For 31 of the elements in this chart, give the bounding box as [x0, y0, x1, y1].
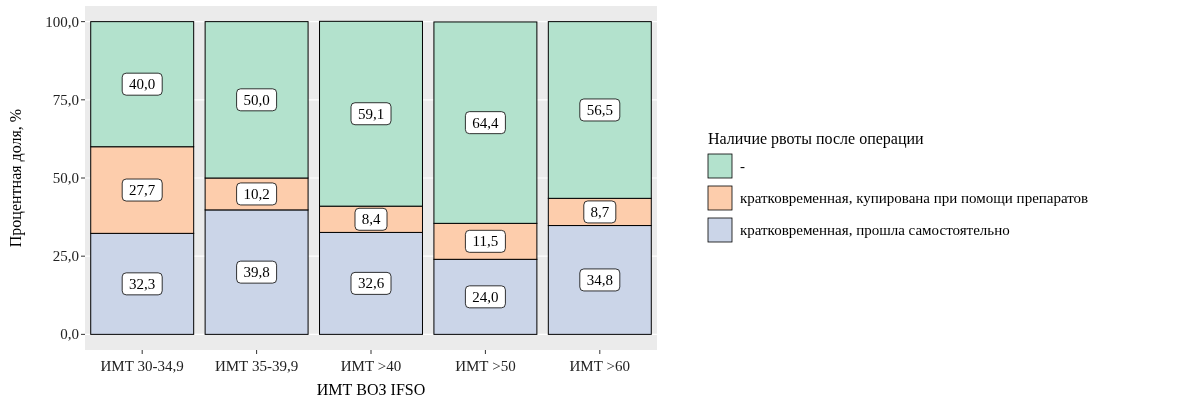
data-label: 56,5	[586, 101, 613, 118]
x-tick-label: ИМТ 30-34,9	[100, 358, 184, 374]
data-label: 8,4	[361, 211, 381, 228]
y-tick-label: 100,0	[45, 13, 79, 30]
data-label: 39,8	[243, 264, 270, 281]
data-label: 64,4	[472, 114, 500, 131]
data-label: 27,7	[129, 182, 156, 199]
x-axis-title: ИМТ ВОЗ IFSO	[316, 381, 426, 398]
x-tick-label: ИМТ >40	[340, 358, 402, 374]
data-label: 34,8	[586, 271, 613, 288]
data-label: 32,6	[357, 275, 385, 292]
legend-title: Наличие рвоты после операции	[708, 130, 925, 148]
data-label: 59,1	[357, 105, 385, 122]
legend-label: кратковременная, купирована при помощи препаратов	[740, 190, 1089, 206]
data-label: 10,2	[243, 185, 270, 202]
data-label: 32,3	[129, 275, 156, 292]
data-label: 24,0	[472, 288, 499, 305]
legend-label: -	[740, 158, 745, 174]
x-tick-label: ИМТ >50	[455, 358, 516, 374]
y-tick-label: 75,0	[52, 91, 79, 108]
data-label: 11,5	[472, 233, 499, 250]
y-tick-label: 0,0	[60, 326, 79, 343]
y-tick-label: 25,0	[52, 248, 79, 265]
legend-label: кратковременная, прошла самостоятельно	[740, 222, 1010, 238]
data-label: 8,7	[590, 203, 610, 220]
x-tick-label: ИМТ 35-39,9	[214, 358, 299, 374]
x-tick-label: ИМТ >60	[569, 358, 631, 374]
data-label: 40,0	[129, 76, 156, 93]
y-axis-title: Процентная доля, %	[7, 108, 25, 248]
y-tick-label: 50,0	[52, 170, 79, 186]
data-label: 50,0	[243, 91, 270, 108]
